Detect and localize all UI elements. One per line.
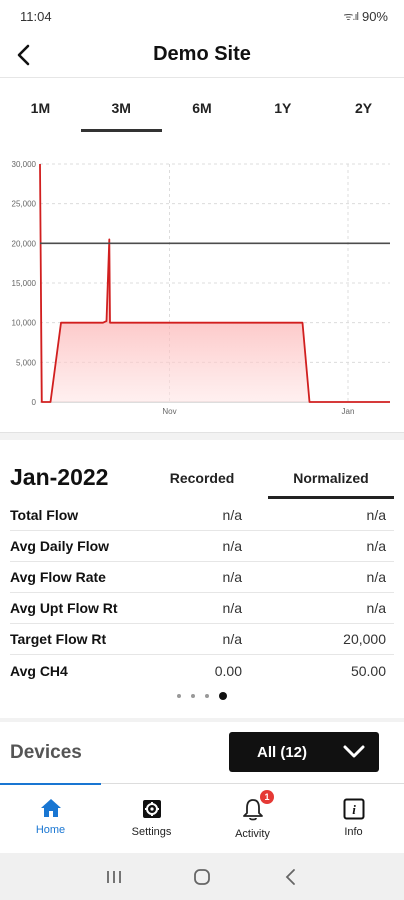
y-tick-label: 30,000	[12, 160, 37, 169]
row-label: Avg Upt Flow Rt	[10, 600, 118, 616]
signal-icon: ᯤ.ıl	[343, 10, 359, 23]
tab-recorded[interactable]: Recorded	[169, 470, 235, 486]
recorded-value: n/a	[222, 600, 242, 616]
svg-text:i: i	[352, 802, 356, 817]
row-label: Total Flow	[10, 507, 79, 523]
chevron-left-icon	[17, 44, 30, 66]
section-divider	[0, 432, 404, 440]
range-tabs: 1M 3M 6M 1Y 2Y	[0, 88, 404, 132]
y-tick-label: 0	[32, 398, 37, 407]
page-dot-active[interactable]	[219, 692, 227, 700]
flow-area	[40, 164, 390, 402]
y-tick-label: 20,000	[12, 239, 37, 248]
battery-level: 90%	[361, 8, 388, 24]
nav-settings[interactable]: Settings	[101, 784, 202, 853]
recent-apps-icon	[107, 870, 121, 883]
table-row: Total Flow n/a n/a	[10, 500, 394, 531]
system-back-button[interactable]	[270, 862, 310, 892]
notification-badge: 1	[260, 790, 274, 804]
nav-label: Info	[344, 826, 363, 838]
normalized-value: n/a	[366, 600, 386, 616]
bell-icon	[242, 799, 263, 821]
tab-1m[interactable]: 1M	[30, 100, 51, 116]
table-row: Target Flow Rt n/a 20,000	[10, 624, 394, 655]
y-tick-label: 15,000	[12, 279, 37, 288]
table-row: Avg Upt Flow Rt n/a n/a	[10, 593, 394, 624]
month-title: Jan-2022	[10, 464, 109, 490]
recorded-value: n/a	[222, 507, 242, 523]
normalized-value: 50.00	[350, 662, 386, 679]
app-header: Demo Site	[0, 32, 404, 78]
table-row: Avg CH4 0.00 50.00	[10, 655, 394, 686]
nav-home[interactable]: Home	[0, 783, 101, 853]
devices-dropdown[interactable]: All (12)	[229, 732, 379, 772]
section-divider	[0, 718, 404, 722]
page-dot[interactable]	[205, 694, 209, 698]
chevron-down-icon	[343, 745, 365, 758]
nav-label: Settings	[131, 826, 172, 838]
devices-label: Devices	[10, 742, 82, 763]
flow-line	[39, 163, 390, 403]
settings-icon	[142, 800, 161, 818]
x-tick-label: Nov	[162, 407, 176, 416]
normalized-value: 20,000	[343, 631, 386, 647]
y-tick-label: 10,000	[12, 319, 37, 328]
recorded-value: n/a	[222, 538, 242, 554]
normalized-value: n/a	[366, 569, 386, 585]
page-dot[interactable]	[177, 694, 181, 698]
nav-label: Home	[35, 824, 66, 836]
tab-normalized[interactable]: Normalized	[268, 470, 394, 499]
status-time: 11:04	[20, 8, 52, 24]
row-label: Avg CH4	[10, 662, 68, 679]
home-system-button[interactable]	[182, 862, 222, 892]
devices-selected-value: All (12)	[257, 743, 308, 761]
summary-table: Total Flow n/a n/a Avg Daily Flow n/a n/…	[10, 500, 394, 686]
x-tick-label: Jan	[342, 407, 355, 416]
home-icon	[40, 799, 61, 817]
recorded-value: n/a	[222, 569, 242, 585]
flow-chart-svg: 0 5,000 10,000 15,000 20,000 25,000 30,000 Nov J…	[12, 160, 390, 416]
page-title: Demo Site	[153, 43, 251, 65]
summary-panel: Jan-2022 Recorded Normalized Total Flow …	[0, 440, 404, 720]
back-button[interactable]	[10, 40, 38, 70]
status-bar: 11:04 ᯤ.ıl 90%	[0, 0, 404, 32]
row-label: Avg Daily Flow	[10, 538, 110, 554]
devices-bar: Devices All (12)	[0, 724, 404, 784]
nav-activity[interactable]: 1 Activity	[202, 784, 303, 853]
nav-label: Activity	[235, 828, 270, 840]
tab-1y[interactable]: 1Y	[274, 100, 292, 116]
page-indicator[interactable]	[0, 692, 404, 700]
recent-apps-button[interactable]	[94, 862, 134, 892]
y-tick-label: 5,000	[16, 358, 37, 367]
row-label: Avg Flow Rate	[10, 569, 106, 585]
table-row: Avg Daily Flow n/a n/a	[10, 531, 394, 562]
recorded-value: n/a	[222, 631, 242, 647]
tab-3m[interactable]: 3M	[80, 88, 162, 132]
status-icons: ᯤ.ıl 90%	[343, 9, 388, 24]
nav-info[interactable]: i Info	[303, 784, 404, 853]
flow-chart[interactable]: 0 5,000 10,000 15,000 20,000 25,000 30,000 Nov J…	[0, 140, 404, 430]
table-row: Avg Flow Rate n/a n/a	[10, 562, 394, 593]
tab-6m[interactable]: 6M	[192, 100, 212, 116]
info-icon: i	[343, 798, 364, 820]
page-dot[interactable]	[191, 694, 195, 698]
row-label: Target Flow Rt	[10, 631, 107, 647]
system-nav-bar	[0, 853, 404, 900]
bottom-nav: Home Settings 1 Activity i Info	[0, 783, 404, 853]
normalized-value: n/a	[366, 507, 386, 523]
tab-2y[interactable]: 2Y	[355, 100, 373, 116]
recorded-value: 0.00	[214, 662, 242, 679]
back-arrow-icon	[285, 868, 295, 885]
home-circle-icon	[194, 868, 210, 885]
y-tick-label: 25,000	[12, 200, 37, 209]
normalized-value: n/a	[366, 538, 386, 554]
